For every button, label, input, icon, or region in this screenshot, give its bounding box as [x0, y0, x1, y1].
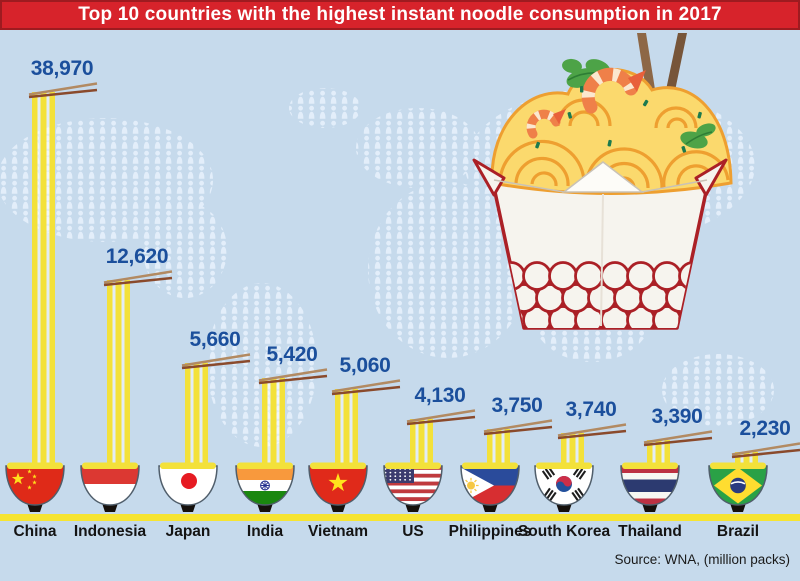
- chopsticks-icon: [731, 442, 800, 459]
- chopsticks-icon: [258, 368, 328, 385]
- scallion-specks: [535, 86, 702, 153]
- herb-icon: [562, 58, 716, 149]
- country-label: Indonesia: [73, 523, 147, 540]
- country-label: Japan: [165, 523, 211, 540]
- country-label: Thailand: [618, 523, 682, 540]
- bowl-indonesia: [78, 459, 142, 517]
- flag-brazil: [709, 466, 767, 505]
- value-label: 5,420: [266, 343, 318, 366]
- box-rim-flaps: [472, 158, 728, 197]
- box-creases: [493, 179, 708, 193]
- chopsticks-icon: [181, 353, 251, 370]
- noodle-lip: [82, 462, 138, 469]
- noodle-mound: [490, 58, 733, 195]
- noodle-lip: [710, 462, 766, 469]
- country-label: India: [246, 523, 284, 540]
- noodle-lip: [310, 462, 366, 469]
- noodle-bar: [184, 363, 208, 470]
- noodle-lip: [237, 462, 293, 469]
- flag-us: [384, 466, 442, 505]
- shrimp-icon: [526, 67, 646, 139]
- country-label: South Korea: [517, 523, 611, 540]
- flag-philippines: [461, 466, 519, 505]
- value-label: 4,130: [414, 384, 466, 407]
- noodle-lip: [622, 462, 678, 469]
- page-title: Top 10 countries with the highest instan…: [78, 4, 722, 25]
- value-label: 38,970: [30, 57, 94, 80]
- bowl-india: [233, 459, 297, 517]
- noodle-bar: [261, 378, 285, 470]
- value-label: 5,660: [189, 328, 241, 351]
- bowl-us: [381, 459, 445, 517]
- noodle-takeout-box-illustration: [472, 33, 733, 330]
- title-banner: Top 10 countries with the highest instan…: [0, 0, 800, 30]
- chopsticks-icon: [557, 423, 627, 440]
- noodle-bar: [334, 389, 358, 470]
- noodle-lip: [160, 462, 216, 469]
- flag-china: [6, 466, 64, 505]
- flag-vietnam: [309, 466, 367, 505]
- noodle-lip: [385, 462, 441, 469]
- chopsticks-icon: [643, 430, 713, 447]
- noodle-lip: [536, 462, 592, 469]
- flag-south-korea: [535, 466, 593, 505]
- bowl-china: [3, 459, 67, 517]
- noodle-lip: [7, 462, 63, 469]
- value-label: 2,230: [739, 417, 791, 440]
- noodle-bar: [409, 419, 433, 470]
- value-label: 3,390: [651, 405, 703, 428]
- chopsticks-icon: [483, 419, 553, 436]
- flag-indonesia: [81, 466, 139, 505]
- chopsticks-icon: [331, 379, 401, 396]
- noodle-bar: [31, 92, 55, 470]
- flag-india: [236, 466, 294, 505]
- source-note: Source: WNA, (million packs): [614, 552, 790, 567]
- bowl-brazil: [706, 459, 770, 517]
- country-label: Philippines: [448, 523, 532, 540]
- value-label: 12,620: [105, 245, 169, 268]
- country-label: China: [13, 523, 57, 540]
- noodle-bar: [486, 429, 510, 470]
- flag-thailand: [621, 466, 679, 505]
- box-lid-fold: [561, 161, 645, 193]
- chopsticks-icon: [103, 270, 173, 287]
- chopsticks-icon: [28, 82, 98, 99]
- box-center-crease: [600, 193, 604, 327]
- bowl-south-korea: [532, 459, 596, 517]
- noodle-bar: [560, 433, 584, 470]
- noodle-bar: [106, 280, 130, 470]
- baseline: [0, 514, 800, 521]
- bowl-philippines: [458, 459, 522, 517]
- value-label: 3,750: [491, 394, 543, 417]
- bowl-japan: [156, 459, 220, 517]
- bowl-thailand: [618, 459, 682, 517]
- country-label: Vietnam: [307, 523, 369, 540]
- country-label: US: [402, 523, 424, 540]
- noodle-lip: [462, 462, 518, 469]
- value-label: 5,060: [339, 354, 391, 377]
- country-label: Brazil: [716, 523, 760, 540]
- bowl-vietnam: [306, 459, 370, 517]
- value-label: 3,740: [565, 398, 617, 421]
- chopsticks-icon: [406, 409, 476, 426]
- flag-japan: [159, 466, 217, 505]
